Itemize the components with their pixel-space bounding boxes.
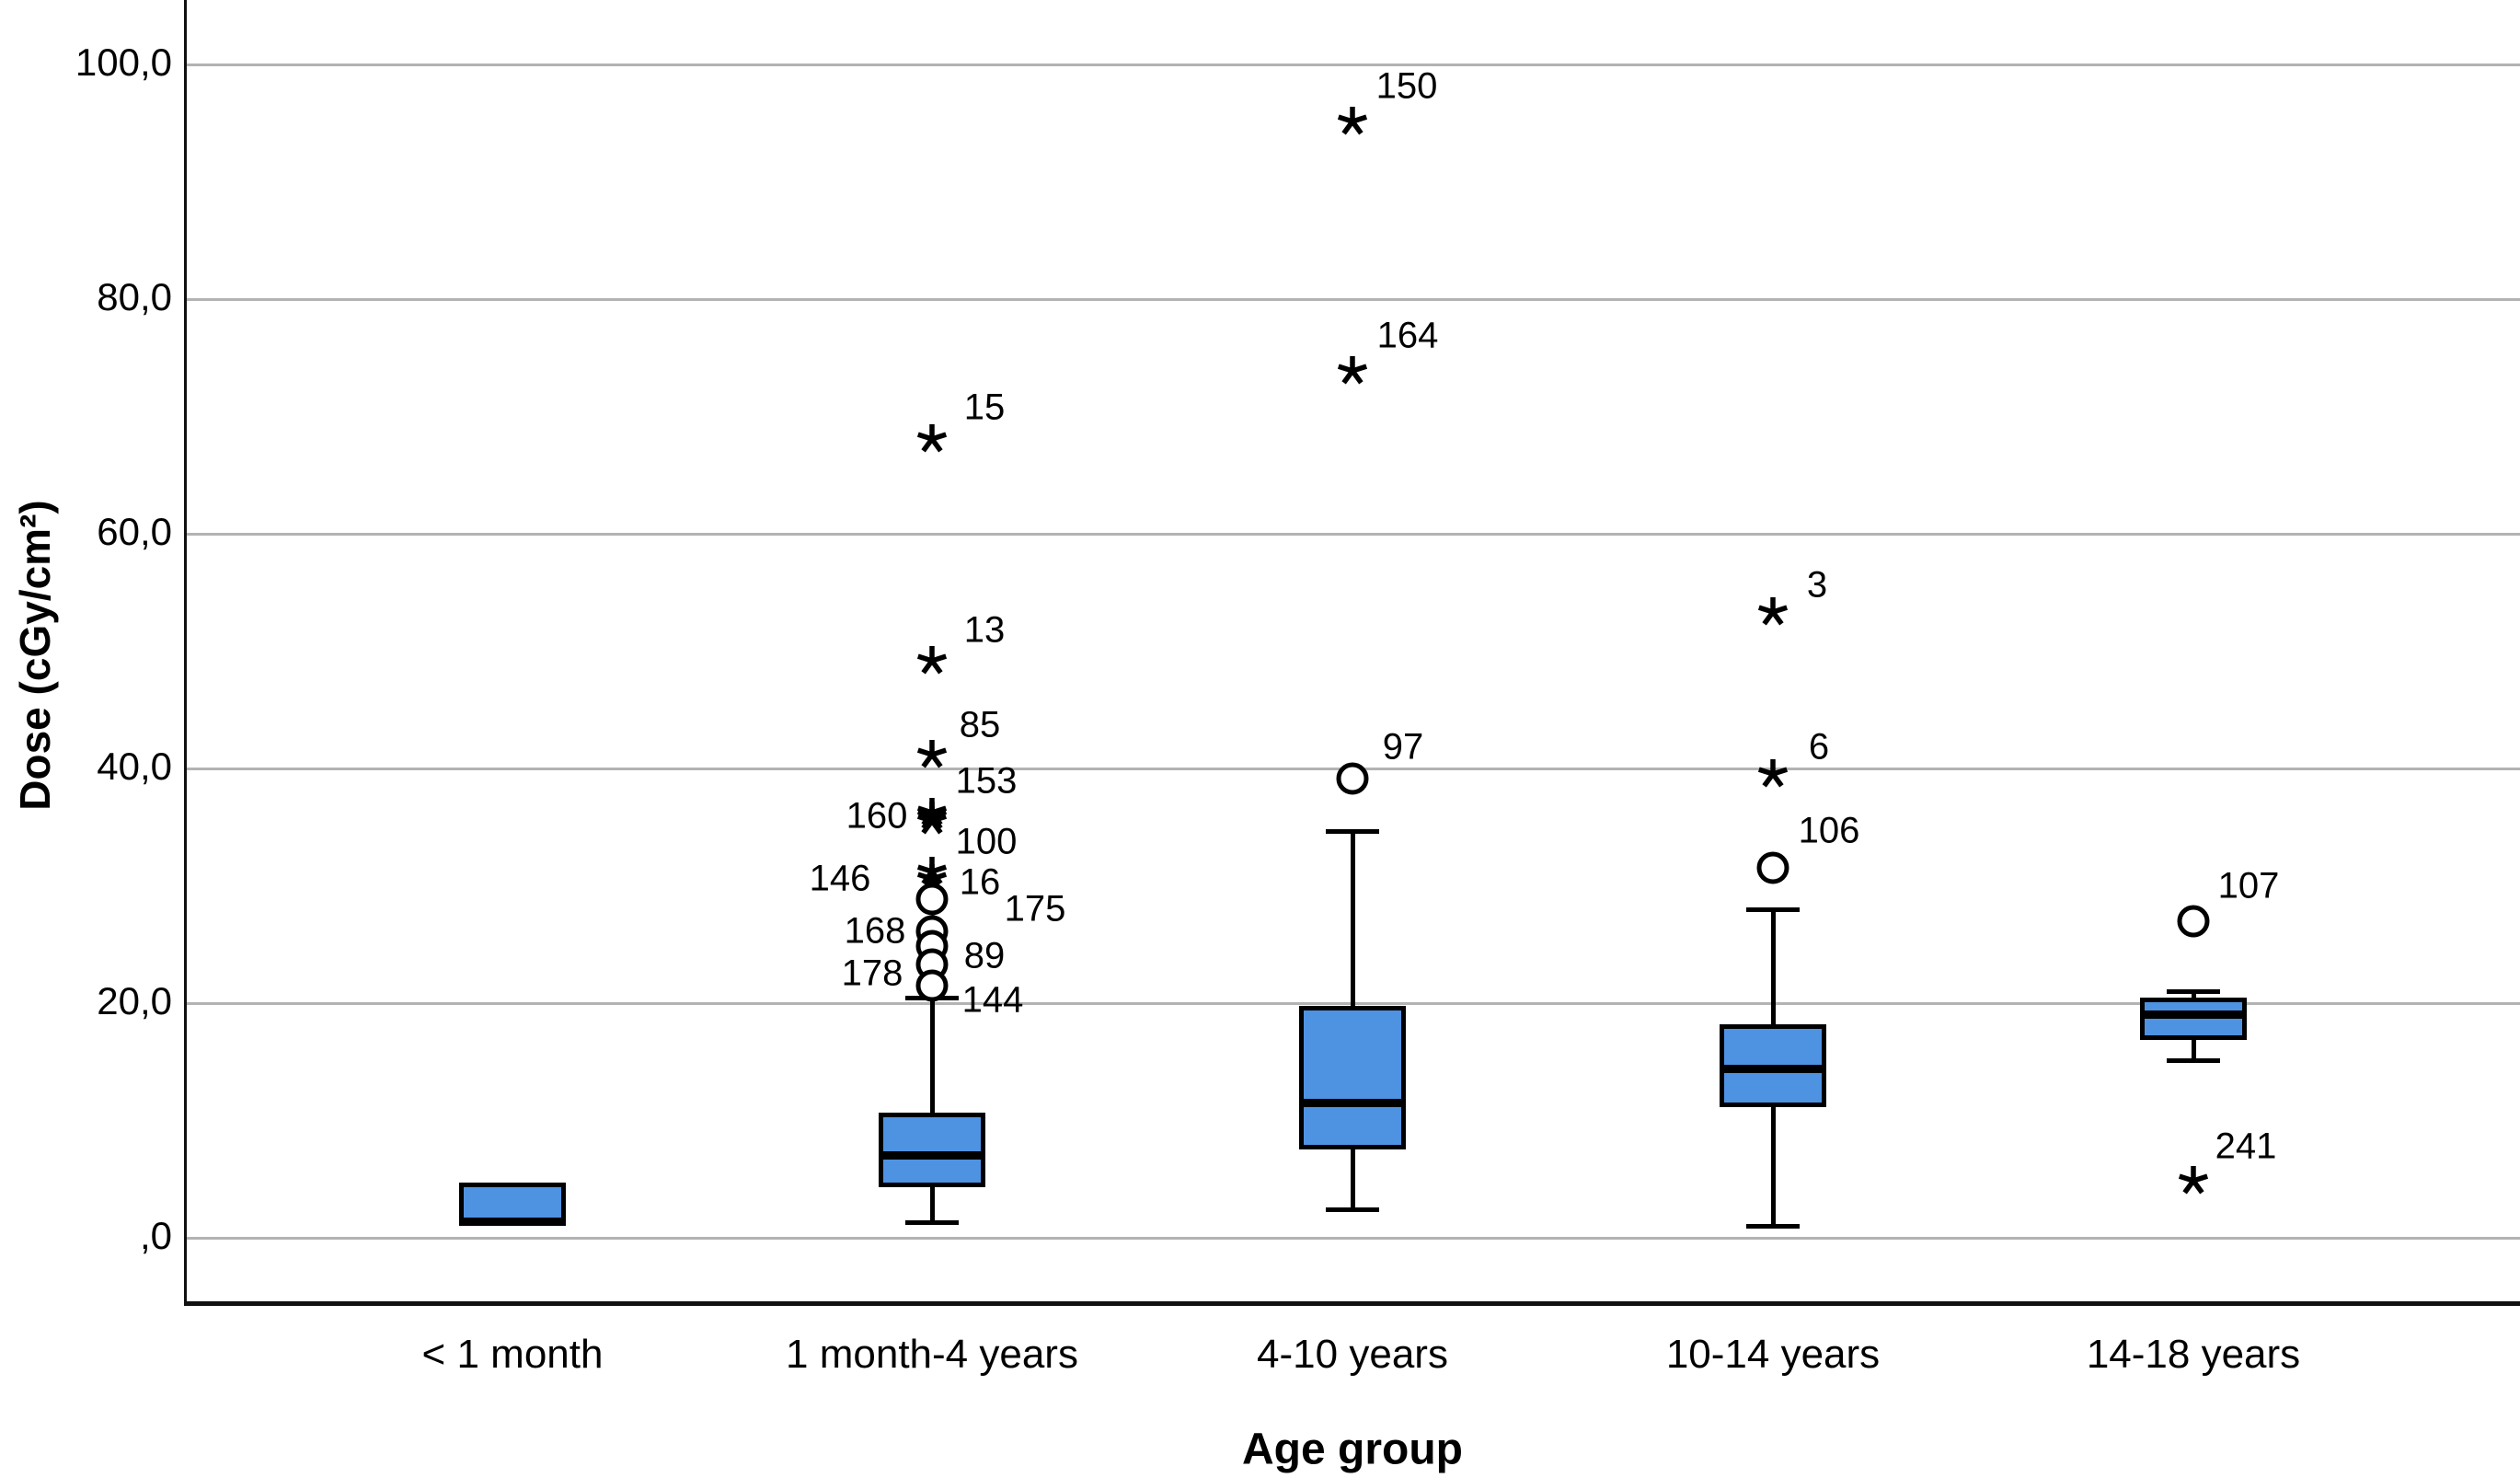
outlier-case-label: 15 — [963, 387, 1006, 428]
outlier-case-label: 6 — [1808, 726, 1830, 768]
outlier-case-label: 106 — [1798, 810, 1860, 851]
gridline — [187, 297, 2520, 301]
outlier-case-label: 97 — [1382, 726, 1424, 768]
lower-whisker-line — [929, 1187, 935, 1223]
y-tick-label: 40,0 — [97, 745, 172, 788]
outlier-marker — [912, 965, 952, 1006]
lower-whisker-cap — [1326, 1207, 1379, 1212]
extreme-value-marker — [1332, 351, 1373, 391]
outlier-case-label: 100 — [955, 821, 1018, 862]
outlier-case-label: 144 — [961, 979, 1024, 1021]
y-tick-label: 100,0 — [75, 40, 172, 84]
median-line — [459, 1217, 566, 1226]
upper-whisker-line — [1350, 831, 1355, 1006]
lower-whisker-cap — [2167, 1057, 2220, 1063]
outlier-case-label: 107 — [2217, 865, 2280, 906]
upper-whisker-line — [2191, 991, 2196, 998]
outlier-marker — [1332, 758, 1373, 799]
extreme-value-marker — [1332, 101, 1373, 142]
x-axis-line — [184, 1301, 2520, 1306]
outlier-case-label: 3 — [1806, 564, 1828, 606]
outlier-case-label: 85 — [959, 704, 1001, 745]
x-axis-title: Age group — [1242, 1425, 1463, 1474]
x-category-label: 14-18 years — [2086, 1332, 2301, 1377]
y-tick-label: 20,0 — [97, 979, 172, 1022]
gridline — [187, 63, 2520, 66]
median-line — [1720, 1064, 1826, 1073]
lower-whisker-line — [1350, 1149, 1355, 1210]
median-line — [2140, 1010, 2247, 1020]
y-tick-label: 80,0 — [97, 275, 172, 318]
box — [879, 1112, 985, 1188]
outlier-case-label: 89 — [963, 935, 1006, 976]
outlier-case-label: 146 — [809, 858, 871, 899]
y-tick-label: 60,0 — [97, 510, 172, 553]
y-axis-title: Dose (cGy/cm²) — [11, 500, 59, 811]
box — [1299, 1005, 1406, 1150]
outlier-case-label: 168 — [844, 910, 906, 952]
extreme-value-marker — [2173, 1160, 2214, 1201]
extreme-value-marker — [1753, 592, 1793, 632]
median-line — [879, 1151, 985, 1160]
extreme-value-marker — [912, 641, 952, 681]
extreme-value-marker — [912, 801, 952, 841]
outlier-case-label: 13 — [963, 609, 1006, 651]
x-category-label: 1 month-4 years — [786, 1332, 1078, 1377]
gridline — [187, 532, 2520, 536]
upper-whisker-cap — [1746, 906, 1800, 912]
outlier-marker — [1753, 848, 1793, 888]
outlier-case-label: 178 — [841, 953, 903, 994]
outlier-case-label: 175 — [1004, 888, 1066, 930]
lower-whisker-line — [1770, 1107, 1776, 1227]
upper-whisker-line — [929, 998, 935, 1113]
outlier-case-label: 160 — [846, 795, 908, 837]
lower-whisker-cap — [1746, 1223, 1800, 1229]
median-line — [1299, 1098, 1406, 1107]
outlier-case-label: 150 — [1375, 65, 1438, 107]
outlier-case-label: 153 — [955, 760, 1018, 802]
upper-whisker-cap — [2167, 988, 2220, 994]
extreme-value-marker — [1753, 754, 1793, 794]
gridline — [187, 1236, 2520, 1240]
x-category-label: < 1 month — [421, 1332, 604, 1377]
outlier-case-label: 16 — [959, 861, 1001, 903]
outlier-marker — [912, 879, 952, 919]
y-tick-label: ,0 — [139, 1214, 172, 1257]
lower-whisker-cap — [905, 1219, 959, 1225]
outlier-case-label: 164 — [1376, 315, 1439, 356]
upper-whisker-cap — [1326, 829, 1379, 835]
x-category-label: 10-14 years — [1665, 1332, 1881, 1377]
extreme-value-marker — [912, 419, 952, 459]
lower-whisker-line — [2191, 1039, 2196, 1061]
upper-whisker-line — [1770, 909, 1776, 1024]
outlier-case-label: 241 — [2215, 1126, 2277, 1167]
outlier-marker — [2173, 901, 2214, 941]
extreme-value-marker — [912, 734, 952, 775]
x-category-label: 4-10 years — [1257, 1332, 1448, 1377]
y-axis-line — [184, 0, 187, 1306]
